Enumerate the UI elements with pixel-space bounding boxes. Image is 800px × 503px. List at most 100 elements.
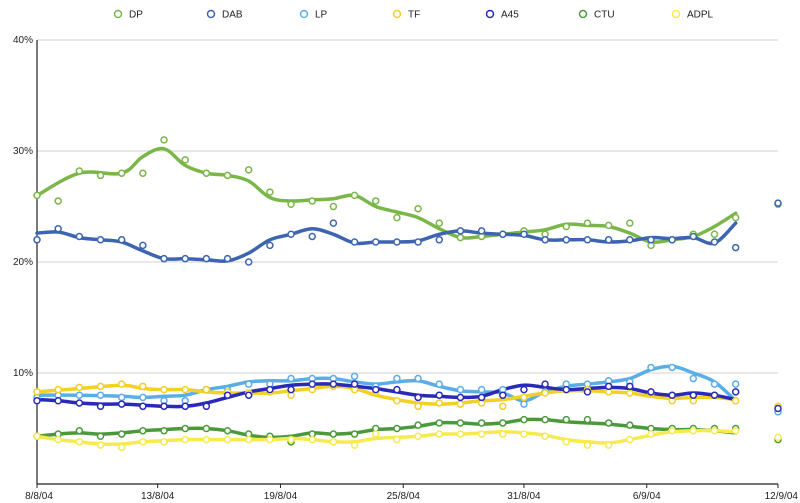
point-dab [626,236,634,244]
point-adpl [435,430,444,438]
point-dab [350,238,359,246]
point-adpl [202,435,211,444]
point-tf [160,385,168,394]
point-dab [33,236,41,244]
point-adpl [731,426,740,435]
legend-marker [578,9,588,19]
y-tick-label: 20% [13,257,33,268]
point-dp [96,171,105,180]
point-a45 [689,391,698,399]
point-a45 [160,402,168,411]
point-adpl [689,426,698,435]
point-dab [54,224,62,233]
point-ctu [75,426,84,435]
point-lp [139,393,147,402]
point-a45 [75,399,84,407]
y-tick-label: 30% [13,146,33,157]
point-a45 [181,402,189,411]
point-adpl [139,438,147,446]
point-adpl [350,441,359,449]
point-ctu [160,426,168,435]
point-dab [160,254,168,263]
point-a45 [477,393,486,402]
point-a45 [520,385,528,394]
point-ctu [117,430,126,438]
point-adpl [244,435,253,444]
point-dp [393,213,401,222]
series-line-adpl [35,428,738,447]
point-adpl [33,432,41,441]
point-dp [583,219,592,227]
point-dp [33,191,41,200]
point-dab [541,236,549,244]
series-line-dp [35,146,738,245]
point-ctu [541,415,549,424]
x-tick-label: 25/8/04 [387,491,421,502]
point-tf [393,397,401,405]
point-lp [414,374,422,383]
point-a45 [774,404,782,413]
point-tf [456,400,465,408]
point-dab [520,230,528,238]
point-ctu [520,415,528,424]
point-a45 [266,385,274,394]
point-a45 [456,393,465,402]
legend-marker [671,9,681,19]
legend-marker [299,9,309,19]
point-lp [710,380,719,388]
point-adpl [647,430,655,438]
point-dab [499,230,507,238]
point-a45 [604,382,613,391]
point-dp [308,197,316,205]
trend-lines [35,146,738,447]
point-adpl [562,438,571,446]
point-adpl [371,430,380,438]
point-ctu [456,419,465,427]
point-a45 [329,380,338,388]
legend-item-lp: LP [299,9,328,21]
legend-item-a45: A45 [485,10,519,21]
point-tf [117,380,126,388]
x-tick-label: 12/9/04 [765,491,799,502]
point-adpl [117,443,126,452]
data-points [33,136,782,452]
point-adpl [96,441,105,449]
x-tick-label: 31/8/04 [507,491,541,502]
point-a45 [393,385,401,394]
point-dp [562,222,571,231]
point-a45 [350,380,359,388]
point-dp [414,204,422,213]
point-adpl [54,435,62,444]
point-dab [456,227,465,235]
point-lp [668,363,676,372]
point-adpl [266,435,274,444]
point-tf [520,393,528,402]
point-tf [626,389,634,397]
point-adpl [287,435,295,444]
point-lp [117,393,126,402]
legend-label: ADPL [687,10,714,21]
point-dab [117,236,126,244]
point-dp [202,169,211,177]
point-lp [647,363,655,372]
point-tf [541,389,549,397]
legend-marker [206,9,216,19]
point-ctu [604,419,613,427]
x-tick-label: 8/8/04 [25,491,53,502]
point-lp [287,374,295,383]
point-dab [647,236,655,244]
legend-item-dp: DP [113,10,143,21]
point-dab [181,254,189,263]
point-a45 [710,391,719,399]
legend-marker [392,9,402,19]
point-ctu [435,419,444,427]
point-a45 [33,397,41,405]
x-tick-label: 19/8/04 [264,491,298,502]
point-a45 [626,382,634,391]
legend-item-ctu: CTU [578,9,615,21]
point-tf [414,402,422,411]
point-ctu [583,415,592,424]
point-ctu [499,419,507,427]
legend-item-dab: DAB [206,9,243,21]
